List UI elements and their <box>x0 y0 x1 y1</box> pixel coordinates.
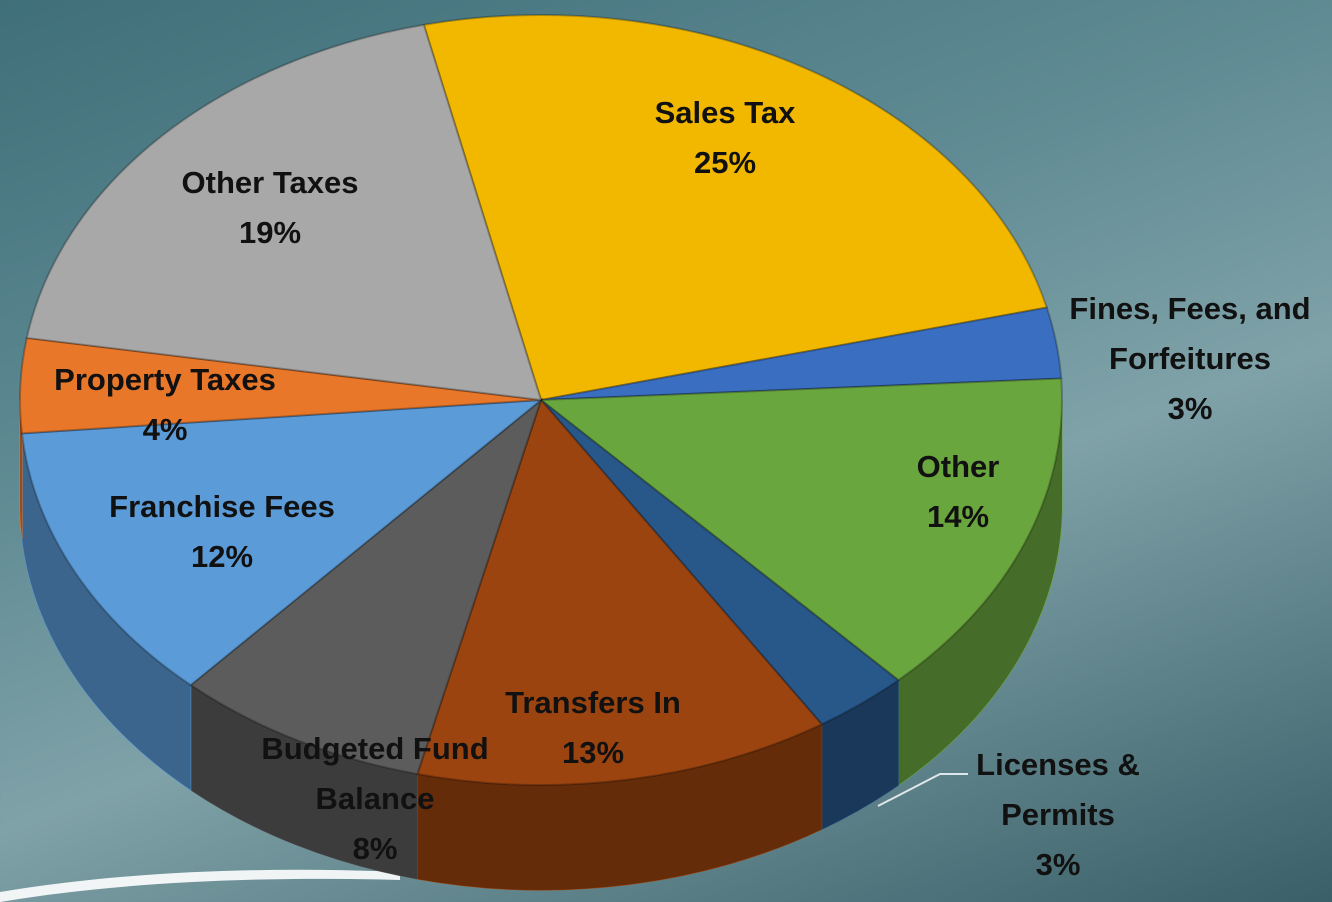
slice-label: Fines, Fees, and Forfeitures 3% <box>1040 284 1332 434</box>
pie-slice <box>19 336 542 435</box>
category-label: Fines, Fees, and Forfeitures <box>1069 291 1311 376</box>
value-label: 3% <box>1035 847 1081 882</box>
side-shade <box>190 684 418 879</box>
side-shade <box>20 400 22 539</box>
category-label: Transfers In <box>505 685 681 720</box>
slice-label: Other 14% <box>808 442 1108 542</box>
slice-label: Licenses & Permits 3% <box>953 740 1163 890</box>
category-label: Budgeted Fund Balance <box>261 731 489 816</box>
slice-label: Sales Tax 25% <box>525 88 925 188</box>
value-label: 13% <box>561 735 625 770</box>
pie-slice <box>540 399 900 726</box>
slice-label: Budgeted Fund Balance 8% <box>235 724 515 874</box>
leader-line <box>877 773 968 807</box>
pie-slice <box>25 23 543 402</box>
swoosh <box>0 869 400 902</box>
value-label: 4% <box>142 412 188 447</box>
value-label: 8% <box>352 831 398 866</box>
category-label: Other Taxes <box>181 165 359 200</box>
pie-slice <box>540 306 1063 401</box>
pie-sides <box>19 399 1063 891</box>
slice-label: Property Taxes 4% <box>0 355 330 455</box>
category-label: Property Taxes <box>54 362 276 397</box>
side-shade <box>821 680 899 830</box>
value-label: 25% <box>693 145 757 180</box>
slice-label: Franchise Fees 12% <box>22 482 422 582</box>
pie-slice <box>538 377 1063 682</box>
category-label: Other <box>916 449 1000 484</box>
slice-label: Transfers In 13% <box>443 678 743 778</box>
value-label: 12% <box>190 539 254 574</box>
pie-slice <box>422 14 1049 402</box>
pie-tops <box>19 14 1063 786</box>
value-label: 14% <box>926 499 990 534</box>
pie-slice <box>189 397 544 776</box>
side-shade <box>898 400 1062 786</box>
side-shade <box>21 433 191 790</box>
value-label: 19% <box>238 215 302 250</box>
category-label: Franchise Fees <box>109 489 335 524</box>
side-shade <box>417 724 822 890</box>
value-label: 3% <box>1167 391 1213 426</box>
pie-slice <box>416 398 824 786</box>
pie-slice <box>20 398 545 687</box>
slice-label: Other Taxes 19% <box>70 158 470 258</box>
category-label: Licenses & Permits <box>976 747 1140 832</box>
category-label: Sales Tax <box>654 95 796 130</box>
